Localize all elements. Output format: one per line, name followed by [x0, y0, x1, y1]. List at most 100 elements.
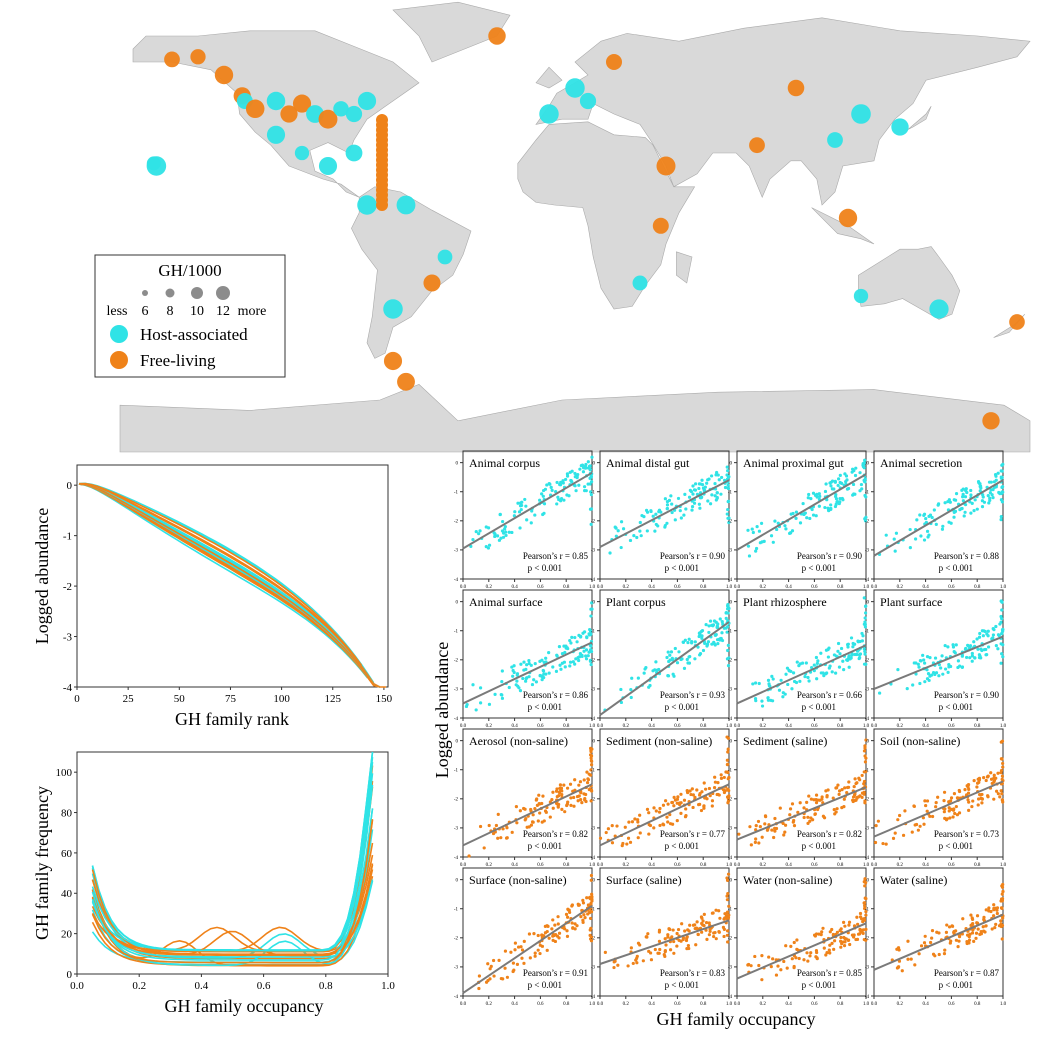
y-tick-label: -3: [454, 549, 459, 554]
data-point: [715, 792, 719, 797]
data-point: [857, 932, 862, 936]
panel-title: Water (non-saline): [743, 873, 832, 887]
data-point: [565, 934, 570, 939]
data-point: [686, 928, 690, 932]
data-point: [952, 498, 956, 502]
data-point: [608, 551, 612, 555]
data-point: [911, 683, 915, 687]
data-point: [538, 498, 542, 502]
data-point: [977, 776, 982, 780]
data-point: [576, 472, 580, 477]
y-tick-label: 0: [730, 600, 733, 605]
x-tick-label: 0.4: [195, 980, 209, 992]
data-point: [628, 840, 633, 844]
y-axis-label: GH family frequency: [32, 786, 52, 940]
data-point: [511, 674, 515, 678]
data-point: [978, 932, 982, 936]
fit-line: [462, 783, 593, 847]
p-value-label: p < 0.001: [528, 563, 562, 573]
data-point: [570, 635, 574, 639]
data-point: [784, 672, 788, 676]
data-point: [484, 525, 488, 529]
x-tick-label: 0.8: [837, 724, 844, 729]
data-point: [954, 804, 958, 809]
data-point: [646, 932, 650, 936]
map-point: [929, 299, 949, 319]
data-point: [795, 660, 799, 664]
map-point: [397, 372, 415, 391]
data-point: [811, 513, 816, 517]
data-point: [712, 786, 717, 790]
data-point: [863, 458, 867, 462]
y-tick-label: -2: [591, 798, 596, 803]
data-point: [809, 665, 814, 670]
data-point: [832, 808, 836, 812]
map-point: [656, 156, 676, 176]
x-tick-label: 0.4: [511, 863, 518, 868]
legend-free-label: Free-living: [140, 351, 216, 370]
land-mass: [907, 106, 932, 130]
data-point: [947, 925, 952, 929]
y-tick-label: -1: [591, 768, 596, 773]
data-point: [580, 463, 585, 467]
data-point: [828, 951, 832, 955]
data-point: [855, 915, 859, 919]
data-point: [519, 945, 523, 949]
data-point: [896, 818, 900, 822]
data-point: [971, 921, 975, 926]
x-tick-label: 0.2: [132, 980, 146, 992]
data-point: [643, 667, 647, 671]
data-point: [910, 830, 914, 834]
data-point: [822, 674, 826, 678]
data-point: [960, 654, 964, 658]
data-point: [829, 480, 833, 484]
fit-line: [599, 919, 730, 965]
plot-frame: [76, 751, 389, 975]
data-point: [836, 483, 840, 488]
data-point: [670, 502, 674, 506]
data-point: [725, 770, 729, 774]
data-point: [589, 748, 593, 753]
x-tick-label: 0.8: [974, 1002, 981, 1007]
data-point: [790, 957, 794, 961]
data-point: [858, 928, 862, 932]
data-point: [687, 637, 691, 641]
data-point: [722, 775, 726, 780]
data-point: [725, 911, 729, 915]
data-point: [554, 669, 559, 673]
data-point: [672, 795, 676, 799]
data-point: [531, 813, 535, 817]
data-point: [931, 814, 935, 819]
data-point: [714, 937, 718, 941]
plot-frame: [462, 450, 593, 580]
legend-host-label: Host-associated: [140, 325, 248, 344]
data-point: [807, 794, 811, 798]
data-point: [972, 508, 976, 513]
y-tick-label: -3: [728, 549, 733, 554]
x-tick-label: 0.4: [648, 1002, 655, 1007]
data-point: [816, 807, 820, 812]
data-point: [862, 647, 866, 651]
data-point: [975, 507, 979, 511]
data-point: [534, 680, 539, 684]
data-point: [782, 833, 786, 837]
rank-curve: [78, 483, 381, 688]
data-point: [673, 646, 677, 651]
data-point: [838, 500, 842, 504]
data-point: [950, 924, 955, 928]
data-point: [829, 503, 833, 507]
data-point: [943, 816, 947, 821]
data-point: [835, 807, 839, 811]
data-point: [474, 708, 478, 712]
data-point: [997, 490, 1001, 495]
data-point: [631, 961, 635, 966]
data-point: [710, 799, 715, 803]
data-point: [854, 781, 858, 786]
data-point: [688, 488, 692, 492]
y-tick-label: -3: [454, 688, 459, 693]
data-point: [705, 481, 709, 485]
data-point: [856, 922, 860, 926]
data-point: [986, 794, 990, 798]
